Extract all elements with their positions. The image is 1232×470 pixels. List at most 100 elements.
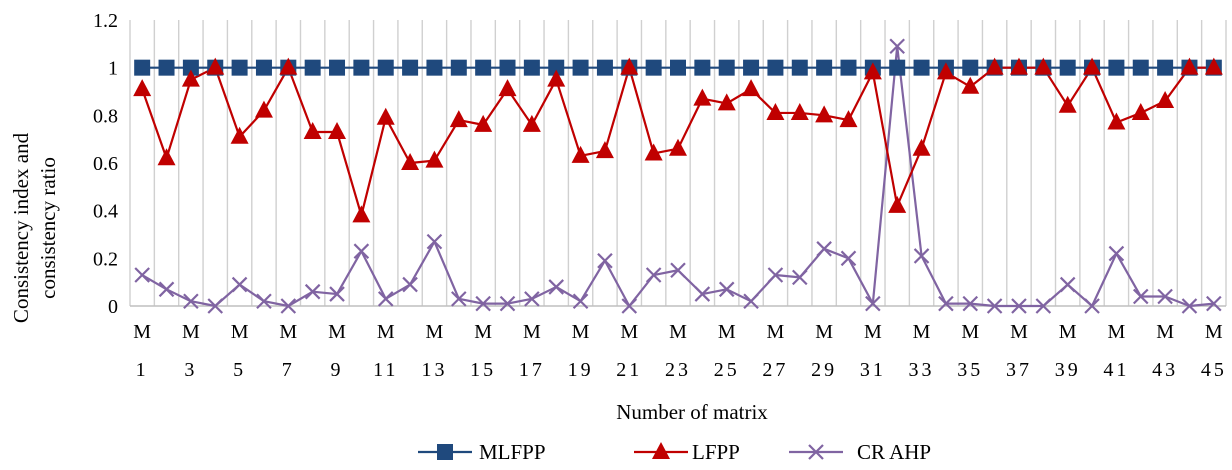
x-tick-label-prefix: M: [377, 321, 395, 343]
data-point-x: [572, 293, 589, 310]
data-point-square: [913, 59, 930, 76]
data-point-triangle: [449, 110, 468, 128]
x-tick-label-number: 11: [373, 359, 398, 381]
data-point-triangle: [1058, 95, 1077, 113]
data-point-x: [670, 262, 686, 279]
y-axis-title-line-2: consistency ratio: [36, 157, 60, 299]
data-point-square: [816, 59, 833, 76]
data-point-triangle: [912, 138, 931, 156]
x-tick-label-number: 25: [714, 359, 740, 381]
data-point-x: [475, 295, 491, 312]
data-point-square: [182, 59, 199, 76]
legend-item-lfpp: LFPP: [634, 440, 740, 464]
data-point-square: [572, 59, 589, 76]
x-tick-label-number: 37: [1006, 359, 1032, 381]
data-point-x: [426, 233, 443, 250]
x-tick-label-prefix: M: [523, 321, 541, 343]
data-point-triangle: [644, 143, 663, 161]
data-point-square: [718, 59, 735, 76]
data-point-triangle: [230, 126, 249, 144]
data-point-triangle: [133, 79, 152, 97]
data-point-x: [1132, 288, 1149, 305]
data-point-square: [353, 59, 370, 76]
x-tick-label-number: 9: [331, 359, 344, 381]
data-point-triangle: [985, 57, 1004, 75]
data-point-triangle: [571, 145, 590, 163]
x-tick-label-number: 31: [860, 359, 886, 381]
data-point-triangle: [401, 153, 420, 170]
x-tick-label-prefix: M: [182, 321, 200, 343]
y-axis-title-line-1: Consistency index and: [9, 132, 33, 323]
data-point-triangle: [498, 79, 517, 97]
legend-item-mlfpp: MLFPP: [418, 440, 546, 464]
x-tick-label-prefix: M: [1156, 321, 1174, 343]
data-point-x: [718, 281, 735, 298]
data-point-x: [913, 248, 930, 264]
data-point-x: [1206, 295, 1222, 312]
data-point-square: [1132, 59, 1149, 76]
data-point-x: [1011, 298, 1027, 314]
data-point-square: [743, 59, 760, 76]
data-point-x: [808, 444, 824, 460]
y-tick-label: 0.4: [93, 201, 118, 223]
data-point-triangle: [1131, 102, 1150, 120]
data-point-triangle: [742, 79, 761, 97]
data-point-square: [304, 59, 321, 76]
data-point-x: [767, 267, 784, 283]
data-point-triangle: [1009, 57, 1028, 75]
data-point-square: [475, 59, 492, 76]
data-point-triangle: [1107, 112, 1126, 130]
x-tick-label-prefix: M: [1205, 321, 1223, 343]
x-tick-label-number: 39: [1055, 359, 1081, 381]
data-point-x: [353, 243, 370, 259]
data-point-x: [329, 286, 345, 302]
data-point-triangle: [717, 93, 736, 111]
data-point-x: [938, 295, 954, 312]
x-tick-label-prefix: M: [913, 321, 931, 343]
data-point-triangle: [1156, 91, 1175, 109]
x-tick-label-prefix: M: [718, 321, 736, 343]
data-point-square: [596, 59, 613, 76]
data-point-x: [280, 298, 297, 314]
data-point-square: [329, 59, 346, 76]
x-tick-label-number: 45: [1201, 359, 1227, 381]
x-tick-label-prefix: M: [426, 321, 444, 343]
data-point-x: [158, 281, 175, 298]
data-point-x: [962, 295, 979, 312]
x-tick-label-prefix: M: [620, 321, 638, 343]
data-point-square: [450, 59, 467, 76]
data-point-x: [791, 269, 808, 286]
data-point-square: [791, 59, 808, 76]
data-point-square: [840, 59, 857, 76]
x-tick-label-prefix: M: [669, 321, 687, 343]
x-tick-label-number: 23: [665, 359, 691, 381]
data-point-triangle: [669, 138, 687, 156]
x-tick-label-prefix: M: [961, 321, 979, 343]
data-point-square: [255, 59, 272, 76]
data-point-triangle: [206, 57, 225, 75]
data-point-triangle: [352, 205, 371, 223]
data-point-x: [694, 286, 711, 302]
data-point-square: [889, 59, 906, 76]
data-point-triangle: [303, 122, 322, 140]
data-point-square: [1108, 59, 1125, 76]
data-point-triangle: [547, 69, 566, 87]
legend-label: MLFPP: [479, 440, 546, 464]
x-tick-label-prefix: M: [1010, 321, 1028, 343]
data-point-square: [548, 59, 565, 76]
data-point-x: [1059, 276, 1076, 293]
data-point-triangle: [254, 100, 273, 118]
data-point-triangle: [522, 114, 541, 132]
data-point-triangle: [815, 105, 834, 123]
x-tick-label-number: 1: [136, 359, 149, 381]
data-point-x: [743, 293, 759, 310]
data-point-square: [645, 59, 662, 76]
data-point-x: [304, 283, 321, 300]
x-tick-label-prefix: M: [815, 321, 833, 343]
data-point-square: [499, 59, 516, 76]
data-point-triangle: [620, 57, 639, 75]
data-point-triangle: [279, 57, 298, 75]
data-point-triangle: [766, 102, 785, 120]
x-tick-label-prefix: M: [864, 321, 882, 343]
